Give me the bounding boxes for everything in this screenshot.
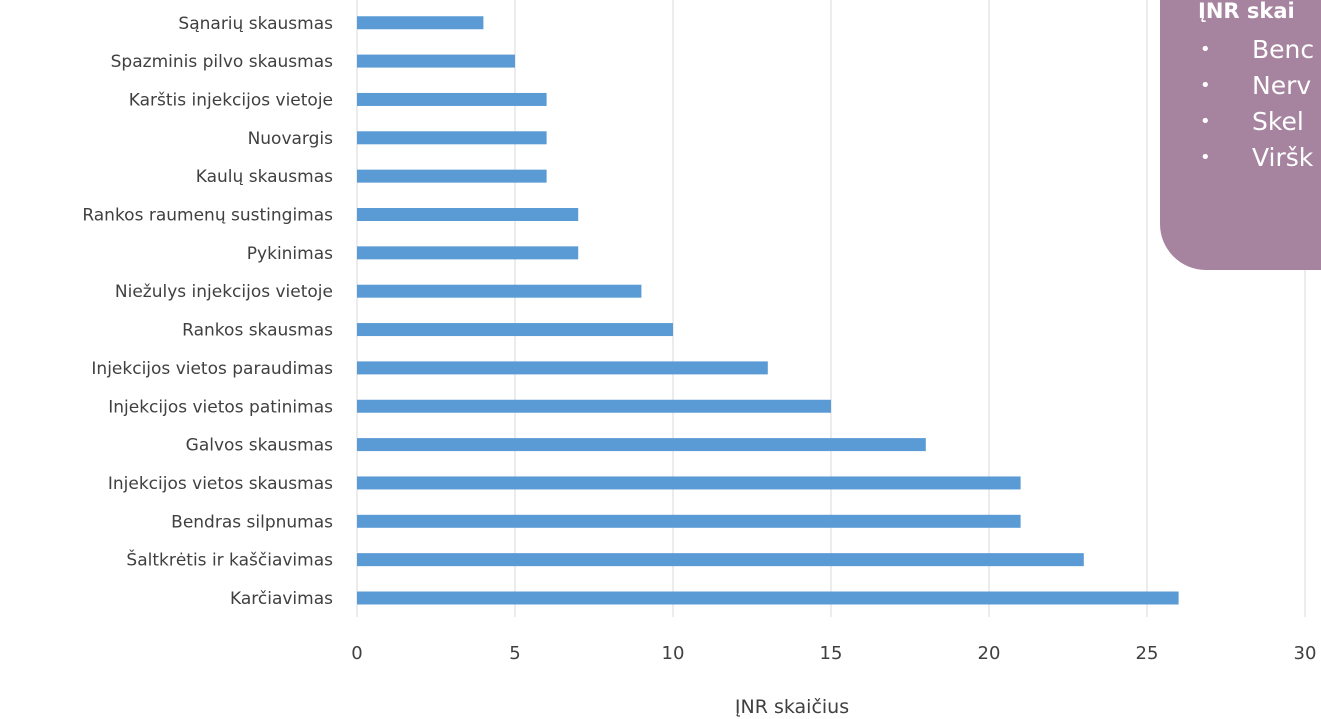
x-axis-label: ĮNR skaičius [735, 696, 849, 718]
bullet-icon: • [1200, 39, 1211, 60]
callout-item: • Benc [1200, 32, 1314, 68]
bar [357, 591, 1179, 605]
bar [357, 553, 1084, 567]
bar [357, 476, 1021, 490]
bar [357, 54, 515, 68]
bullet-icon: • [1200, 75, 1211, 96]
category-label: Karštis injekcijos vietoje [129, 90, 333, 110]
category-label: Galvos skausmas [186, 436, 333, 456]
bar [357, 438, 926, 452]
callout-item-label: Nerv [1252, 71, 1312, 100]
bar [357, 284, 642, 298]
x-tick-label: 25 [1136, 643, 1159, 664]
x-tick-label: 15 [820, 643, 843, 664]
x-tick-label: 30 [1294, 643, 1317, 664]
bar [357, 361, 768, 375]
category-label: Kaulų skausmas [196, 167, 333, 187]
callout-item-label: Benc [1252, 35, 1315, 64]
x-tick-label: 0 [351, 643, 362, 664]
bar [357, 92, 547, 106]
callout-item: • Skel [1200, 104, 1314, 140]
x-tick-label: 10 [662, 643, 685, 664]
bullet-icon: • [1200, 111, 1211, 132]
category-label: Pykinimas [247, 244, 333, 264]
category-label: Rankos raumenų sustingimas [82, 206, 333, 226]
callout-item: • Nerv [1200, 68, 1314, 104]
bar [357, 399, 831, 413]
bar [357, 208, 579, 221]
bar [357, 514, 1021, 528]
callout-box: ĮNR skai • Benc • Nerv • Skel • Viršk [1160, 0, 1321, 270]
category-labels: Karčiavimas Šaltkrėtis ir kaščiavimas Bend… [82, 14, 333, 609]
callout-item-label: Skel [1252, 107, 1304, 136]
category-label: Spazminis pilvo skausmas [111, 52, 333, 72]
category-label: Injekcijos vietos patinimas [108, 397, 333, 417]
bar [357, 131, 547, 145]
category-label: Rankos skausmas [182, 321, 333, 341]
category-label: Injekcijos vietos paraudimas [91, 359, 333, 379]
category-label: Bendras silpnumas [171, 512, 333, 532]
x-tick-labels: 0 5 10 15 20 25 30 [351, 643, 1316, 664]
category-label: Niežulys injekcijos vietoje [115, 282, 333, 302]
category-label: Karčiavimas [230, 589, 333, 609]
bar [357, 323, 673, 337]
category-label: Šaltkrėtis ir kaščiavimas [126, 549, 333, 571]
callout-title: ĮNR skai [1198, 0, 1295, 23]
bars [357, 16, 1179, 605]
callout-item-label: Viršk [1252, 143, 1314, 172]
category-label: Nuovargis [248, 129, 334, 149]
callout-item: • Viršk [1200, 140, 1314, 176]
category-label: Injekcijos vietos skausmas [108, 474, 333, 494]
bar [357, 16, 484, 30]
bar [357, 246, 579, 260]
x-tick-label: 20 [978, 643, 1001, 664]
bar [357, 169, 547, 183]
callout-list: • Benc • Nerv • Skel • Viršk [1200, 32, 1314, 176]
x-tick-label: 5 [509, 643, 520, 664]
category-label: Sąnarių skausmas [178, 14, 333, 34]
bullet-icon: • [1200, 147, 1211, 168]
